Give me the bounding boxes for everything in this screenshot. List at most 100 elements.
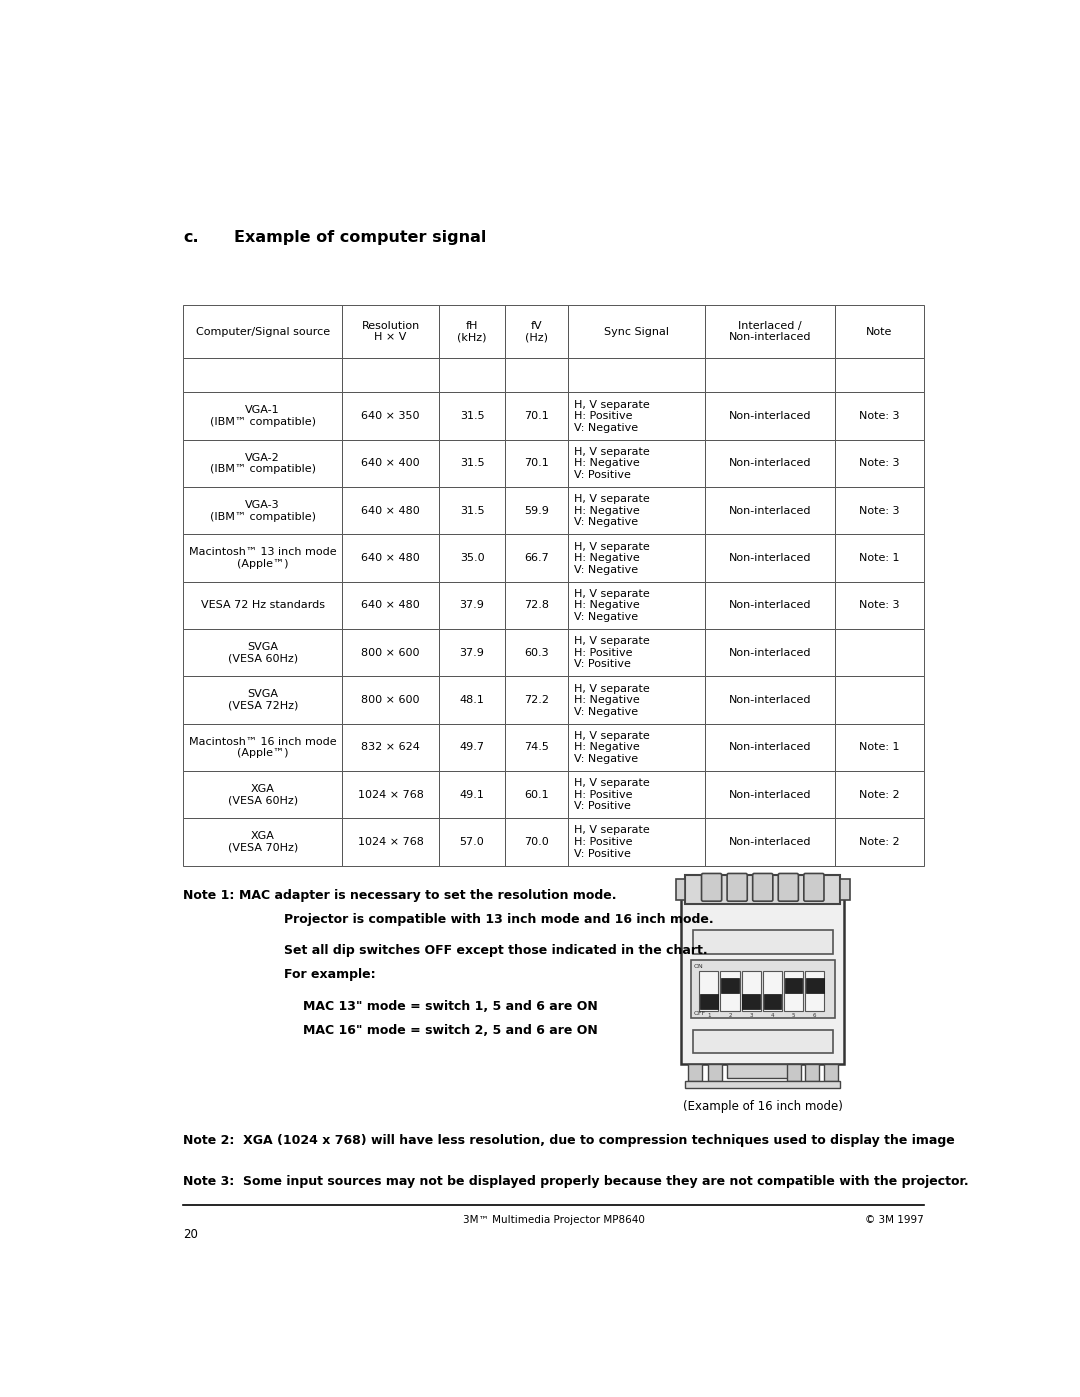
Text: Note 3:  Some input sources may not be displayed properly because they are not c: Note 3: Some input sources may not be di…	[183, 1175, 969, 1187]
Text: H, V separate
H: Positive
V: Negative: H, V separate H: Positive V: Negative	[573, 400, 649, 433]
Text: OFF: OFF	[693, 1011, 706, 1017]
Text: 3: 3	[750, 1013, 753, 1017]
Bar	[568, 771, 705, 819]
Bar	[835, 358, 924, 393]
Bar	[685, 875, 840, 904]
Text: Non-interlaced: Non-interlaced	[729, 411, 811, 420]
Bar	[183, 440, 342, 488]
Bar	[705, 488, 835, 535]
Text: Note 2:  XGA (1024 x 768) will have less resolution, due to compression techniqu: Note 2: XGA (1024 x 768) will have less …	[183, 1134, 955, 1147]
Text: 49.1: 49.1	[460, 789, 485, 799]
Text: VGA-1
(IBM™ compatible): VGA-1 (IBM™ compatible)	[210, 405, 315, 427]
Text: 70.1: 70.1	[525, 458, 550, 468]
Text: Non-interlaced: Non-interlaced	[729, 742, 811, 753]
Bar	[705, 535, 835, 581]
Bar	[438, 440, 505, 488]
Text: Computer/Signal source: Computer/Signal source	[195, 327, 329, 337]
Bar	[568, 393, 705, 440]
Bar	[568, 724, 705, 771]
Text: 31.5: 31.5	[460, 411, 484, 420]
Bar	[806, 1063, 820, 1081]
Text: 2: 2	[728, 1013, 732, 1017]
Text: 640 × 480: 640 × 480	[361, 601, 420, 610]
Bar	[835, 440, 924, 488]
Bar	[705, 306, 835, 358]
Text: H, V separate
H: Negative
V: Negative: H, V separate H: Negative V: Negative	[573, 542, 649, 574]
Text: SVGA
(VESA 60Hz): SVGA (VESA 60Hz)	[228, 643, 298, 664]
Bar	[438, 393, 505, 440]
Bar	[835, 306, 924, 358]
Text: H, V separate
H: Negative
V: Negative: H, V separate H: Negative V: Negative	[573, 731, 649, 764]
Bar	[835, 819, 924, 866]
Bar	[705, 724, 835, 771]
Text: 5: 5	[792, 1013, 795, 1017]
Bar	[835, 724, 924, 771]
Text: Note: 3: Note: 3	[860, 458, 900, 468]
Text: 49.7: 49.7	[459, 742, 485, 753]
Bar	[693, 930, 833, 954]
Text: 74.5: 74.5	[525, 742, 550, 753]
Text: 640 × 350: 640 × 350	[361, 411, 420, 420]
Bar	[505, 819, 568, 866]
Bar	[568, 358, 705, 393]
Text: 35.0: 35.0	[460, 553, 484, 563]
Bar	[183, 819, 342, 866]
Text: 48.1: 48.1	[460, 696, 485, 705]
Text: H, V separate
H: Negative
V: Negative: H, V separate H: Negative V: Negative	[573, 683, 649, 717]
Text: XGA
(VESA 70Hz): XGA (VESA 70Hz)	[228, 831, 298, 854]
Bar	[183, 629, 342, 676]
Bar	[707, 1063, 721, 1081]
Text: (Example of 16 inch mode): (Example of 16 inch mode)	[683, 1099, 842, 1113]
Bar	[676, 879, 685, 901]
Text: MAC adapter is necessary to set the resolution mode.: MAC adapter is necessary to set the reso…	[239, 888, 617, 902]
Text: VGA-3
(IBM™ compatible): VGA-3 (IBM™ compatible)	[210, 500, 315, 521]
Text: Non-interlaced: Non-interlaced	[729, 553, 811, 563]
Text: 72.2: 72.2	[524, 696, 550, 705]
Text: H, V separate
H: Positive
V: Positive: H, V separate H: Positive V: Positive	[573, 778, 649, 812]
Bar	[762, 971, 782, 1011]
Bar	[835, 629, 924, 676]
Bar	[785, 978, 802, 993]
Text: Non-interlaced: Non-interlaced	[729, 601, 811, 610]
FancyBboxPatch shape	[753, 873, 773, 901]
Bar	[438, 306, 505, 358]
Bar	[183, 724, 342, 771]
Bar	[693, 1030, 833, 1053]
Bar	[835, 535, 924, 581]
Bar	[699, 971, 718, 1011]
Bar	[840, 879, 850, 901]
Bar	[568, 440, 705, 488]
Text: H, V separate
H: Negative
V: Positive: H, V separate H: Negative V: Positive	[573, 447, 649, 481]
Bar	[505, 629, 568, 676]
Text: 37.9: 37.9	[460, 601, 485, 610]
Bar	[805, 971, 824, 1011]
Text: H, V separate
H: Positive
V: Positive: H, V separate H: Positive V: Positive	[573, 826, 649, 859]
Bar	[742, 993, 760, 1009]
Text: Non-interlaced: Non-interlaced	[729, 648, 811, 658]
Bar	[705, 771, 835, 819]
Text: H, V separate
H: Positive
V: Positive: H, V separate H: Positive V: Positive	[573, 636, 649, 669]
Bar	[438, 629, 505, 676]
Bar	[342, 358, 438, 393]
Bar	[705, 629, 835, 676]
Text: Note: 3: Note: 3	[860, 506, 900, 515]
FancyBboxPatch shape	[702, 873, 721, 901]
Text: MAC 13" mode = switch 1, 5 and 6 are ON: MAC 13" mode = switch 1, 5 and 6 are ON	[303, 1000, 598, 1013]
Bar	[183, 676, 342, 724]
Text: 37.9: 37.9	[460, 648, 485, 658]
Bar	[568, 488, 705, 535]
Bar	[764, 993, 781, 1009]
Text: Non-interlaced: Non-interlaced	[729, 506, 811, 515]
Text: Note: 1: Note: 1	[860, 553, 900, 563]
Text: 31.5: 31.5	[460, 458, 484, 468]
Bar	[505, 393, 568, 440]
Bar	[806, 978, 824, 993]
Text: ON: ON	[693, 964, 703, 968]
Text: Note: 2: Note: 2	[860, 789, 900, 799]
Text: 72.8: 72.8	[524, 601, 550, 610]
Text: XGA
(VESA 60Hz): XGA (VESA 60Hz)	[228, 784, 298, 806]
Text: 31.5: 31.5	[460, 506, 484, 515]
Text: Interlaced /
Non-interlaced: Interlaced / Non-interlaced	[729, 321, 811, 342]
Bar	[438, 581, 505, 629]
Bar	[568, 676, 705, 724]
